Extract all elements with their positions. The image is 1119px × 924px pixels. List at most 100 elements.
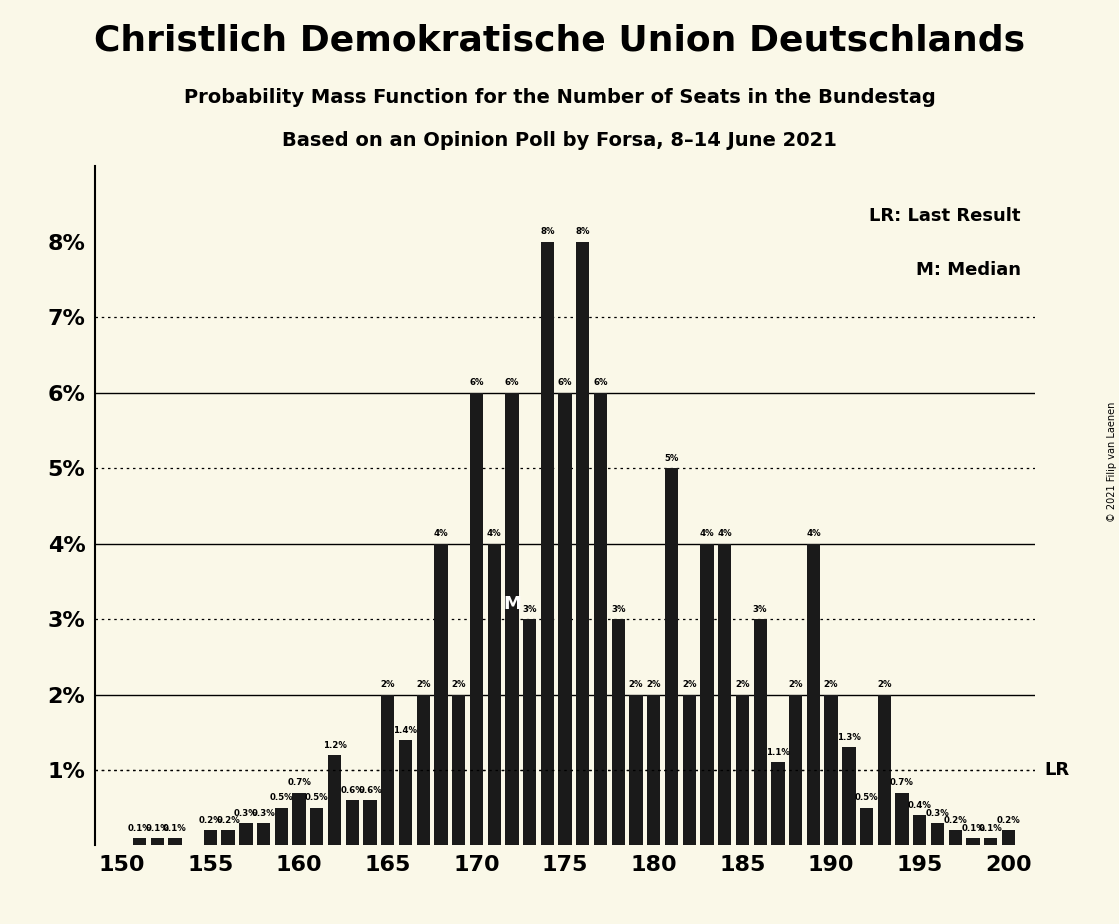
Bar [718,543,732,845]
Bar [328,755,341,845]
Bar [151,838,163,845]
Text: 0.7%: 0.7% [288,778,311,787]
Text: 8%: 8% [575,227,590,237]
Text: 0.6%: 0.6% [358,786,382,795]
Text: 4%: 4% [699,529,714,539]
Text: LR: LR [1044,761,1069,779]
Bar [612,619,624,845]
Bar [346,800,359,845]
Text: 0.1%: 0.1% [979,823,1003,833]
Text: 6%: 6% [593,379,608,387]
Text: 2%: 2% [735,680,750,689]
Text: 0.2%: 0.2% [198,816,223,825]
Bar [364,800,377,845]
Bar [647,695,660,845]
Bar [416,695,430,845]
Text: 6%: 6% [558,379,572,387]
Bar [683,695,696,845]
Text: 0.5%: 0.5% [855,794,878,802]
Bar [506,393,518,845]
Bar [807,543,820,845]
Text: 2%: 2% [416,680,431,689]
Text: 3%: 3% [753,605,768,614]
Bar [984,838,997,845]
Text: 6%: 6% [505,379,519,387]
Text: 0.1%: 0.1% [163,823,187,833]
Bar [843,748,856,845]
Bar [931,823,944,845]
Text: 2%: 2% [877,680,892,689]
Text: LR: Last Result: LR: Last Result [869,207,1021,225]
Text: Probability Mass Function for the Number of Seats in the Bundestag: Probability Mass Function for the Number… [184,88,935,107]
Text: © 2021 Filip van Laenen: © 2021 Filip van Laenen [1107,402,1117,522]
Text: 0.3%: 0.3% [252,808,275,818]
Text: 8%: 8% [540,227,555,237]
Bar [859,808,873,845]
Bar [239,823,253,845]
Bar [398,740,412,845]
Text: 2%: 2% [380,680,395,689]
Bar [222,831,235,845]
Text: 0.2%: 0.2% [216,816,239,825]
Text: 3%: 3% [523,605,537,614]
Text: 0.2%: 0.2% [997,816,1021,825]
Text: 0.1%: 0.1% [145,823,169,833]
Bar [274,808,288,845]
Text: 0.4%: 0.4% [908,801,932,810]
Text: 1.1%: 1.1% [767,748,790,757]
Text: 4%: 4% [806,529,820,539]
Bar [665,468,678,845]
Bar [949,831,962,845]
Text: 1.3%: 1.3% [837,733,861,742]
Bar [736,695,749,845]
Text: 0.3%: 0.3% [925,808,949,818]
Text: 5%: 5% [665,454,679,463]
Text: 0.6%: 0.6% [340,786,364,795]
Text: 0.7%: 0.7% [890,778,914,787]
Text: 2%: 2% [824,680,838,689]
Bar [629,695,642,845]
Bar [434,543,448,845]
Bar [913,815,927,845]
Text: 3%: 3% [611,605,626,614]
Text: 0.1%: 0.1% [128,823,151,833]
Bar [594,393,608,845]
Text: 4%: 4% [487,529,501,539]
Bar [1002,831,1015,845]
Bar [382,695,394,845]
Bar [292,793,305,845]
Bar [825,695,838,845]
Text: M: Median: M: Median [916,261,1021,279]
Bar [540,242,554,845]
Bar [753,619,767,845]
Text: 2%: 2% [451,680,466,689]
Bar [488,543,501,845]
Bar [771,762,784,845]
Bar [452,695,466,845]
Bar [877,695,891,845]
Bar [895,793,909,845]
Text: 1.4%: 1.4% [394,725,417,735]
Text: 0.2%: 0.2% [943,816,967,825]
Text: 0.1%: 0.1% [961,823,985,833]
Text: Christlich Demokratische Union Deutschlands: Christlich Demokratische Union Deutschla… [94,23,1025,57]
Text: 2%: 2% [647,680,661,689]
Text: Based on an Opinion Poll by Forsa, 8–14 June 2021: Based on an Opinion Poll by Forsa, 8–14 … [282,131,837,151]
Bar [470,393,483,845]
Bar [310,808,323,845]
Text: 6%: 6% [469,379,483,387]
Text: 2%: 2% [789,680,803,689]
Bar [558,393,572,845]
Text: 4%: 4% [717,529,732,539]
Text: M: M [502,595,520,613]
Bar [523,619,536,845]
Bar [700,543,714,845]
Bar [967,838,979,845]
Text: 1.2%: 1.2% [322,741,347,749]
Text: 4%: 4% [434,529,449,539]
Text: 0.3%: 0.3% [234,808,257,818]
Bar [168,838,181,845]
Bar [576,242,590,845]
Text: 0.5%: 0.5% [270,794,293,802]
Text: 2%: 2% [629,680,643,689]
